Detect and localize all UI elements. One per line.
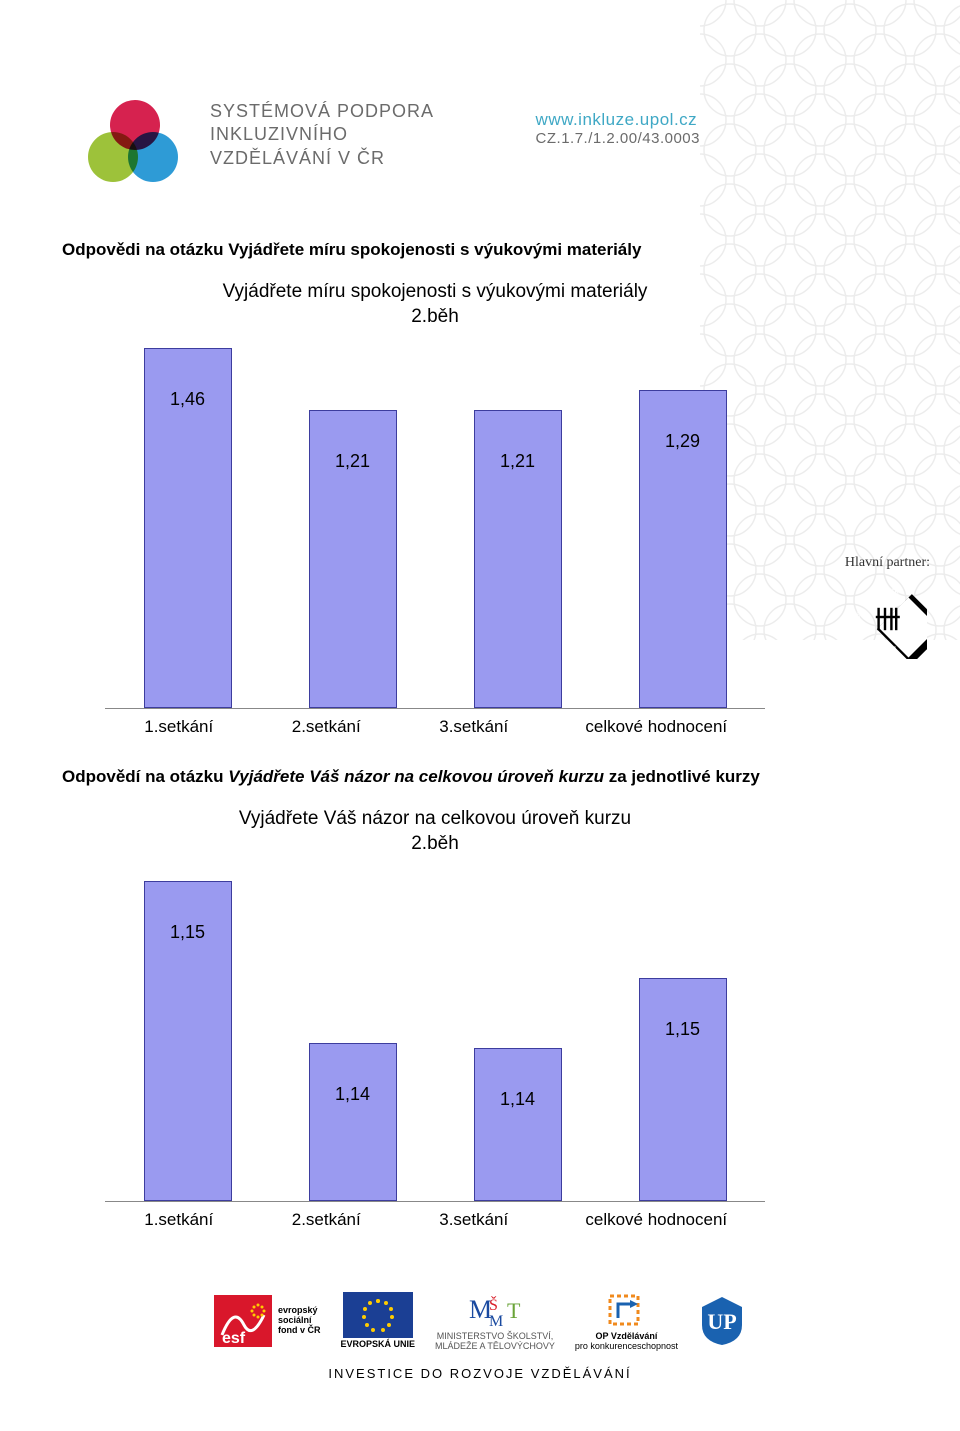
chart-1-bars: 1,46 1,21 1,21 1,29 (105, 339, 765, 708)
chart-2-bar-3-label: 1,15 (665, 1019, 700, 1040)
chart-1-tick-1: 2.setkání (281, 717, 371, 737)
footer-logos-row: esf evropský sociální fond v ČR (0, 1290, 960, 1381)
chart-1: Vyjádřete míru spokojenosti s výukovými … (105, 280, 765, 737)
chart-1-tick-3: celkové hodnocení (576, 717, 736, 737)
partner-label: Hlavní partner: (845, 555, 930, 571)
eu-label: EVROPSKÁ UNIE (341, 1340, 416, 1350)
chart-2-bar-1-label: 1,14 (335, 1084, 370, 1105)
chart-2-title-line2: 2.běh (411, 833, 459, 854)
partner-badge-icon: ČLOVĚK V TÍSNI ČESKÁ REPUBLIKA (847, 579, 927, 659)
chart-1-bar-2: 1,21 (474, 410, 562, 708)
chart-1-tick-0: 1.setkání (134, 717, 224, 737)
svg-text:Š: Š (489, 1295, 498, 1314)
chart-2-tick-1: 2.setkání (281, 1210, 371, 1230)
chart-1-title-line1: Vyjádřete míru spokojenosti s výukovými … (223, 281, 648, 302)
chart-1-bar-3-label: 1,29 (665, 431, 700, 452)
chart-1-bar-0: 1,46 (144, 348, 232, 708)
chart-1-title-line2: 2.běh (411, 306, 459, 327)
chart-2-bar-0-label: 1,15 (170, 922, 205, 943)
org-name: SYSTÉMOVÁ PODPORA INKLUZIVNÍHO VZDĚLÁVÁN… (210, 100, 434, 170)
page-header: SYSTÉMOVÁ PODPORA INKLUZIVNÍHO VZDĚLÁVÁN… (0, 0, 960, 190)
chart-2-title-line1: Vyjádřete Váš názor na celkovou úroveň k… (239, 808, 631, 829)
op-text: OP Vzdělávání pro konkurenceschopnost (575, 1332, 678, 1352)
project-code: CZ.1.7./1.2.00/43.0003 (536, 130, 700, 147)
esf-text: evropský sociální fond v ČR (278, 1306, 321, 1336)
question-2-suffix: za jednotlivé kurzy (604, 767, 760, 786)
svg-text:ČLOVĚK: ČLOVĚK (876, 587, 899, 595)
chart-2: Vyjádřete Váš názor na celkovou úroveň k… (105, 807, 765, 1229)
svg-text:esf: esf (222, 1330, 246, 1347)
chart-2-bar-3: 1,15 (639, 978, 727, 1201)
chart-2-tick-3: celkové hodnocení (576, 1210, 736, 1230)
svg-text:M: M (489, 1313, 503, 1330)
msmt-logo: M Š M T MINISTERSTVO ŠKOLSTVÍ, MLÁDEŽE A… (435, 1290, 555, 1352)
up-logo: UP (698, 1295, 746, 1347)
chart-2-bar-0: 1,15 (144, 881, 232, 1201)
header-right: www.inkluze.upol.cz CZ.1.7./1.2.00/43.00… (536, 110, 700, 147)
question-2-prefix: Odpovědí na otázku (62, 767, 228, 786)
org-line3: VZDĚLÁVÁNÍ V ČR (210, 147, 434, 170)
op-logo: OP Vzdělávání pro konkurenceschopnost (575, 1290, 678, 1352)
footer-tagline: INVESTICE DO ROZVOJE VZDĚLÁVÁNÍ (328, 1366, 631, 1381)
msmt-text: MINISTERSTVO ŠKOLSTVÍ, MLÁDEŽE A TĚLOVÝC… (435, 1332, 555, 1352)
chart-1-tick-2: 3.setkání (429, 717, 519, 737)
org-line1: SYSTÉMOVÁ PODPORA (210, 100, 434, 123)
chart-2-title: Vyjádřete Váš názor na celkovou úroveň k… (105, 807, 765, 856)
esf-logo: esf evropský sociální fond v ČR (214, 1295, 321, 1347)
logo-circles-icon (80, 100, 190, 190)
chart-2-tick-0: 1.setkání (134, 1210, 224, 1230)
project-url: www.inkluze.upol.cz (536, 110, 700, 130)
eu-logo: EVROPSKÁ UNIE (341, 1292, 416, 1350)
chart-1-plot: 1,46 1,21 1,21 1,29 (105, 339, 765, 709)
svg-text:UP: UP (707, 1309, 736, 1334)
chart-2-bar-1: 1,14 (309, 1043, 397, 1201)
chart-2-bar-2: 1,14 (474, 1048, 562, 1201)
svg-text:ČESKÁ: ČESKÁ (878, 646, 898, 653)
org-line2: INKLUZIVNÍHO (210, 123, 434, 146)
chart-2-plot: 1,15 1,14 1,14 1,15 (105, 867, 765, 1202)
main-partner: Hlavní partner: ČLOVĚK V TÍSNI ČESKÁ REP… (845, 555, 930, 664)
chart-1-bar-1-label: 1,21 (335, 451, 370, 472)
chart-2-xaxis: 1.setkání 2.setkání 3.setkání celkové ho… (105, 1210, 765, 1230)
question-2-italic: Vyjádřete Váš názor na celkovou úroveň k… (228, 767, 604, 786)
svg-text:REPUBLIKA: REPUBLIKA (856, 606, 862, 635)
chart-2-bars: 1,15 1,14 1,14 1,15 (105, 867, 765, 1201)
chart-2-bar-2-label: 1,14 (500, 1089, 535, 1110)
chart-1-title: Vyjádřete míru spokojenosti s výukovými … (105, 280, 765, 329)
chart-1-bar-3: 1,29 (639, 390, 727, 708)
question-2-text: Odpovědí na otázku Vyjádřete Váš názor n… (62, 767, 960, 787)
chart-2-tick-2: 3.setkání (429, 1210, 519, 1230)
chart-1-bar-2-label: 1,21 (500, 451, 535, 472)
chart-1-bar-1: 1,21 (309, 410, 397, 708)
logo-circle-right (128, 132, 178, 182)
chart-1-xaxis: 1.setkání 2.setkání 3.setkání celkové ho… (105, 717, 765, 737)
svg-text:T: T (507, 1298, 521, 1323)
chart-1-bar-0-label: 1,46 (170, 389, 205, 410)
